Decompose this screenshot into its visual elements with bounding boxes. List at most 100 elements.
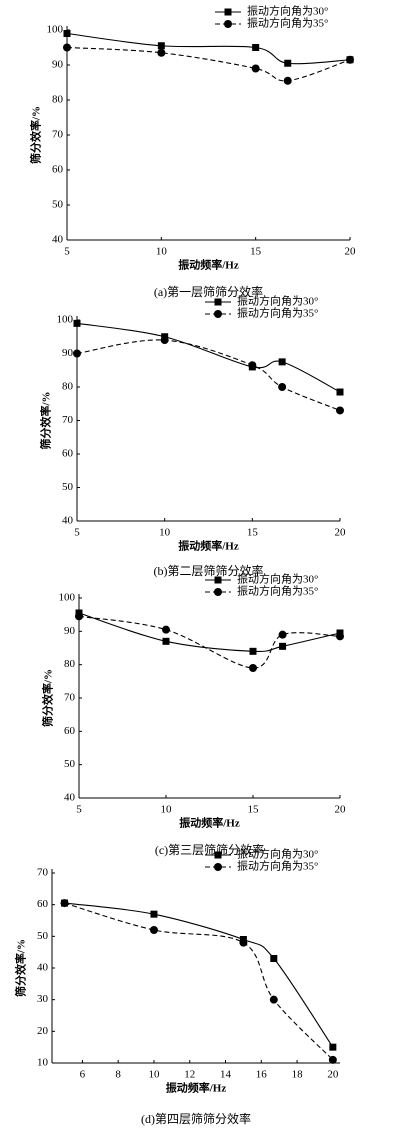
y-tick-label: 70: [52, 129, 64, 141]
caption: (a)第一层筛筛分效率: [154, 284, 263, 299]
y-tick-label: 90: [62, 347, 74, 359]
legend-label: 振动方向角为30°: [237, 572, 318, 586]
data-point: [336, 388, 344, 396]
y-tick-label: 60: [37, 898, 49, 910]
data-point: [336, 406, 344, 415]
y-axis-label: 筛分效率/%: [39, 391, 53, 449]
y-tick-label: 80: [64, 658, 76, 670]
x-axis-label: 振动频率/Hz: [179, 816, 240, 830]
x-tick-label: 5: [74, 527, 80, 539]
x-tick-label: 15: [248, 804, 260, 816]
y-tick-label: 70: [37, 867, 49, 879]
data-point: [329, 1043, 337, 1051]
y-tick-label: 40: [64, 792, 76, 804]
legend-label: 振动方向角为30°: [237, 847, 318, 861]
y-tick-label: 90: [64, 625, 76, 637]
data-point: [278, 630, 287, 639]
data-point: [279, 642, 287, 650]
legend-marker: [224, 8, 232, 16]
y-tick-label: 70: [64, 692, 76, 704]
y-tick-label: 70: [62, 414, 74, 426]
data-point: [162, 637, 170, 645]
data-point: [157, 42, 165, 50]
legend-marker: [214, 298, 222, 306]
y-tick-label: 30: [37, 993, 49, 1005]
data-point: [75, 612, 83, 621]
x-tick-label: 20: [345, 246, 357, 258]
x-tick-label: 16: [256, 1069, 268, 1081]
y-tick-label: 100: [59, 592, 76, 604]
data-point: [63, 30, 71, 37]
y-axis-label: 筛分效率/%: [14, 939, 28, 997]
data-point: [248, 361, 257, 370]
x-tick-label: 20: [327, 1069, 339, 1081]
y-tick-label: 100: [47, 24, 64, 36]
data-point: [73, 349, 81, 358]
y-tick-label: 50: [64, 758, 76, 770]
x-tick-label: 18: [292, 1069, 304, 1081]
legend-label: 振动方向角为30°: [247, 4, 328, 18]
data-point: [252, 44, 260, 51]
x-axis-label: 振动频率/Hz: [178, 258, 239, 272]
data-point: [278, 358, 286, 366]
legend-label: 振动方向角为35°: [237, 859, 318, 873]
legend-label: 振动方向角为35°: [237, 584, 318, 598]
x-tick-label: 5: [76, 804, 82, 816]
caption: (d)第四层筛筛分效率: [141, 1111, 251, 1126]
legend-marker: [214, 851, 222, 859]
data-point: [160, 336, 169, 345]
series-line: [66, 32, 351, 65]
x-tick-label: 8: [115, 1069, 121, 1081]
data-point: [251, 64, 260, 73]
series-line: [64, 902, 334, 1061]
y-tick-label: 90: [52, 59, 64, 71]
y-tick-label: 100: [57, 314, 74, 326]
x-tick-label: 6: [80, 1069, 86, 1081]
y-tick-label: 50: [37, 930, 49, 942]
data-point: [269, 995, 278, 1004]
y-tick-label: 50: [52, 199, 64, 211]
data-point: [283, 76, 292, 85]
y-axis-label: 筛分效率/%: [41, 669, 55, 727]
data-point: [150, 910, 158, 918]
data-point: [249, 664, 257, 672]
y-tick-label: 40: [37, 962, 49, 974]
x-tick-label: 12: [184, 1069, 195, 1081]
x-tick-label: 15: [247, 527, 259, 539]
data-point: [63, 43, 71, 52]
data-point: [336, 632, 344, 641]
series-line: [66, 46, 351, 82]
x-axis-label: 振动频率/Hz: [178, 539, 239, 553]
x-tick-label: 14: [220, 1069, 232, 1081]
data-point: [60, 899, 69, 908]
series-line: [64, 902, 334, 1048]
data-point: [284, 59, 292, 67]
y-tick-label: 10: [37, 1057, 49, 1069]
legend-marker: [214, 588, 222, 596]
legend-label: 振动方向角为35°: [237, 306, 318, 320]
data-point: [328, 1055, 337, 1064]
data-point: [239, 938, 248, 947]
caption: (c)第三层筛筛分效率: [155, 842, 264, 857]
x-tick-label: 20: [335, 804, 347, 816]
legend-marker: [214, 576, 222, 584]
data-point: [73, 319, 81, 327]
x-tick-label: 10: [148, 1069, 160, 1081]
series-line: [78, 612, 341, 653]
x-tick-label: 20: [335, 527, 347, 539]
series-line: [76, 339, 341, 411]
y-tick-label: 60: [52, 164, 64, 176]
x-axis-label: 振动频率/Hz: [166, 1081, 227, 1095]
legend-label: 振动方向角为30°: [237, 294, 318, 308]
x-tick-label: 15: [250, 246, 262, 258]
y-tick-label: 20: [37, 1025, 49, 1037]
x-tick-label: 5: [64, 246, 70, 258]
y-tick-label: 80: [62, 381, 74, 393]
x-tick-label: 10: [161, 804, 173, 816]
y-axis-label: 筛分效率/%: [29, 106, 43, 164]
legend-marker: [214, 310, 222, 318]
y-tick-label: 60: [62, 448, 74, 460]
x-tick-label: 10: [156, 246, 168, 258]
y-tick-label: 50: [62, 481, 74, 493]
